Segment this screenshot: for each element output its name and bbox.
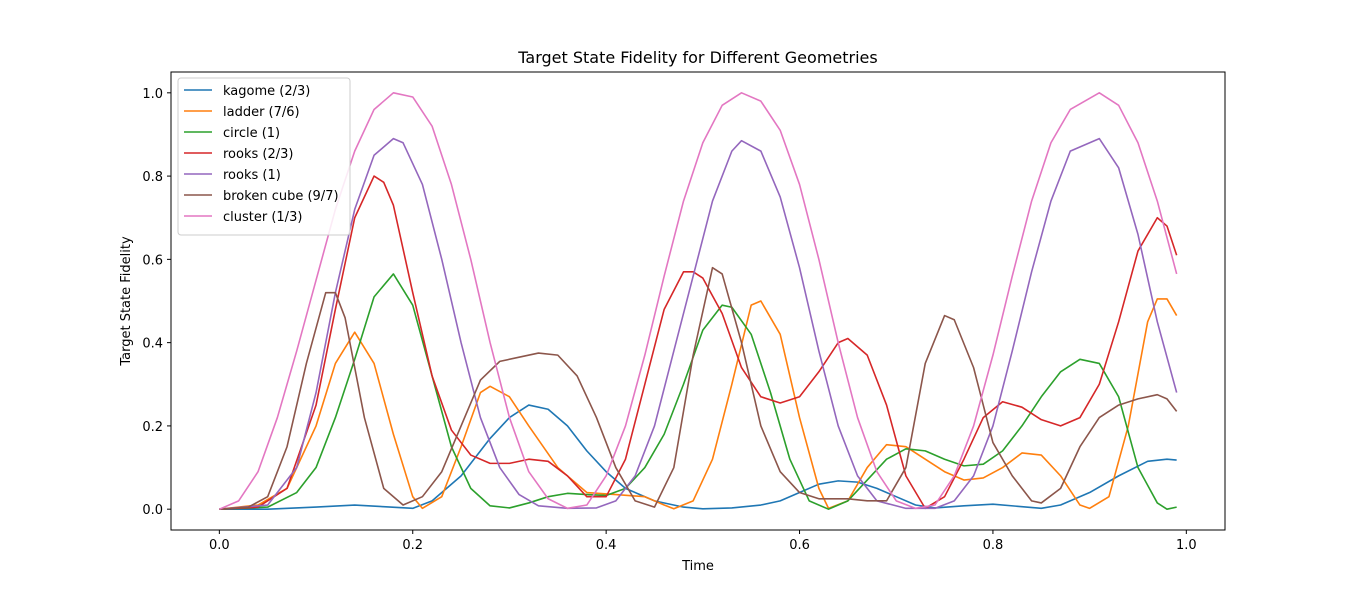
plot-area (170, 71, 1226, 531)
legend-entry: ladder (7/6) (223, 105, 300, 120)
y-axis-label: Target State Fidelity (119, 236, 134, 367)
x-tick-label: 0.0 (209, 538, 230, 553)
y-tick-label: 0.6 (142, 253, 163, 268)
legend-entry: rooks (2/3) (223, 147, 293, 162)
y-tick-label: 1.0 (142, 87, 163, 102)
legend-entry: cluster (1/3) (223, 210, 302, 225)
legend-entry: circle (1) (223, 126, 280, 141)
series-line-1 (219, 298, 1178, 510)
chart-title: Target State Fidelity for Different Geom… (517, 48, 877, 67)
legend-entry: rooks (1) (223, 168, 281, 183)
x-tick-label: 0.8 (983, 538, 1004, 553)
legend-entry: kagome (2/3) (223, 84, 310, 99)
series-line-0 (219, 404, 1177, 510)
y-tick-label: 0.4 (142, 337, 163, 352)
series-line-6 (219, 92, 1178, 510)
axis-ticks: 0.0 0.2 0.4 0.6 0.8 1.0 0.0 0.2 0.4 0.6 0.8 1.0 (142, 87, 1196, 553)
series-line-3 (219, 175, 1178, 510)
series-line-4 (219, 137, 1178, 510)
x-axis-label: Time (681, 559, 714, 574)
y-tick-label: 0.8 (142, 170, 163, 185)
y-tick-label: 0.0 (142, 503, 163, 518)
series-line-2 (219, 273, 1177, 510)
legend-box (177, 77, 351, 236)
legend: kagome (2/3) ladder (7/6) circle (1) rooks … (177, 77, 351, 236)
x-tick-label: 0.6 (789, 538, 810, 553)
series-layer (219, 92, 1178, 510)
y-tick-label: 0.2 (142, 420, 163, 435)
x-tick-label: 1.0 (1176, 538, 1197, 553)
legend-entry: broken cube (9/7) (223, 189, 339, 204)
x-tick-label: 0.4 (596, 538, 617, 553)
x-tick-label: 0.2 (402, 538, 423, 553)
series-line-5 (219, 266, 1178, 510)
